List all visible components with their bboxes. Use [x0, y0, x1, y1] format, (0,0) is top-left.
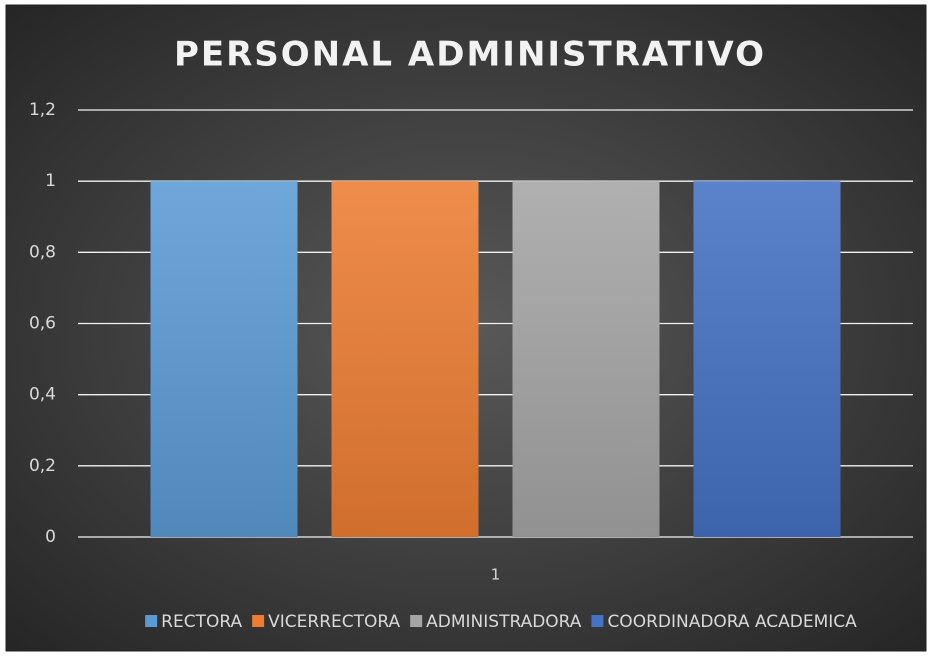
legend-label: RECTORA	[161, 612, 242, 632]
bar	[331, 181, 479, 537]
y-tick-label: 0,4	[29, 385, 56, 405]
y-tick-label: 0	[45, 527, 56, 547]
legend-swatch	[145, 615, 158, 627]
legend-label: COORDINADORA ACADEMICA	[607, 612, 857, 632]
legend-label: VICERRECTORA	[268, 612, 400, 632]
bar	[693, 181, 841, 537]
legend-label: ADMINISTRADORA	[426, 612, 582, 632]
legend-swatch	[410, 615, 423, 627]
y-tick-label: 1,2	[29, 100, 56, 120]
legend-swatch	[591, 615, 604, 627]
x-tick-label: 1	[491, 566, 501, 584]
legend-swatch	[252, 615, 265, 627]
y-tick-label: 0,2	[29, 456, 56, 476]
y-tick-label: 1	[45, 171, 56, 191]
y-tick-label: 0,8	[29, 242, 56, 262]
y-tick-label: 0,6	[29, 314, 56, 334]
bar	[150, 181, 298, 537]
bar	[512, 181, 660, 537]
chart-title: PERSONAL ADMINISTRATIVO	[174, 35, 766, 75]
